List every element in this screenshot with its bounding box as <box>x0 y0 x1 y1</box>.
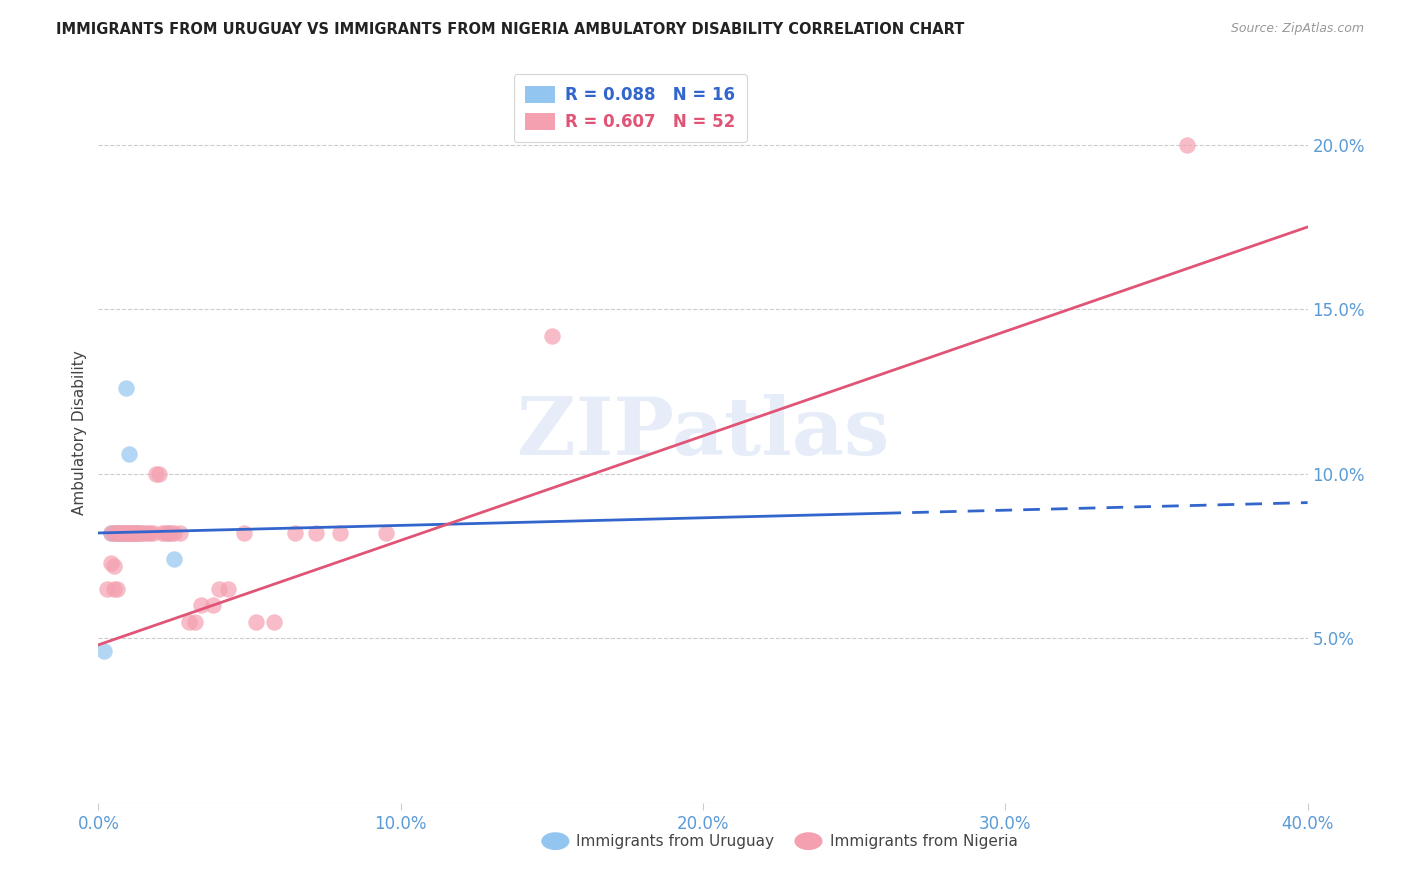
Point <box>105 582 128 596</box>
Point <box>108 526 131 541</box>
Point <box>124 526 146 541</box>
Point <box>100 556 122 570</box>
Point <box>163 552 186 566</box>
Text: ZIPatlas: ZIPatlas <box>517 393 889 472</box>
Point <box>139 526 162 541</box>
Point <box>263 615 285 629</box>
Point <box>114 381 136 395</box>
Point <box>232 526 254 541</box>
Point <box>190 599 212 613</box>
Point <box>184 615 207 629</box>
Text: Immigrants from Uruguay: Immigrants from Uruguay <box>576 834 775 848</box>
Point <box>135 526 157 541</box>
Point <box>208 582 231 596</box>
Point <box>245 615 267 629</box>
Point <box>105 526 128 541</box>
Point <box>217 582 239 596</box>
Point <box>132 526 155 541</box>
Point <box>127 526 149 541</box>
Point <box>202 599 225 613</box>
Point <box>153 526 176 541</box>
Point <box>145 467 167 481</box>
Point <box>96 582 118 596</box>
Point <box>114 526 136 541</box>
Point <box>114 526 136 541</box>
Point <box>148 467 170 481</box>
Point <box>108 526 131 541</box>
Point <box>163 526 186 541</box>
Point <box>160 526 183 541</box>
Point <box>150 526 173 541</box>
Point <box>1175 137 1198 152</box>
Point <box>118 526 141 541</box>
Point <box>540 328 562 343</box>
Point <box>105 526 128 541</box>
Point <box>129 526 152 541</box>
Point <box>105 526 128 541</box>
Point <box>100 526 122 541</box>
Point <box>111 526 134 541</box>
Point <box>127 526 149 541</box>
Point <box>114 526 136 541</box>
Text: IMMIGRANTS FROM URUGUAY VS IMMIGRANTS FROM NIGERIA AMBULATORY DISABILITY CORRELA: IMMIGRANTS FROM URUGUAY VS IMMIGRANTS FR… <box>56 22 965 37</box>
Legend: R = 0.088   N = 16, R = 0.607   N = 52: R = 0.088 N = 16, R = 0.607 N = 52 <box>513 74 747 143</box>
Text: Immigrants from Nigeria: Immigrants from Nigeria <box>830 834 1018 848</box>
Point <box>103 582 125 596</box>
Point <box>108 526 131 541</box>
Point <box>111 526 134 541</box>
Point <box>108 526 131 541</box>
Point <box>329 526 352 541</box>
Point <box>118 526 141 541</box>
Point <box>142 526 165 541</box>
Point <box>156 526 179 541</box>
Point <box>129 526 152 541</box>
Point <box>127 526 149 541</box>
Point <box>118 526 141 541</box>
Point <box>124 526 146 541</box>
Point <box>118 447 141 461</box>
Y-axis label: Ambulatory Disability: Ambulatory Disability <box>72 351 87 515</box>
Point <box>103 526 125 541</box>
Point <box>374 526 396 541</box>
Point <box>111 526 134 541</box>
Point <box>305 526 328 541</box>
Point <box>179 615 201 629</box>
Point <box>156 526 179 541</box>
Point <box>103 558 125 573</box>
Point <box>103 526 125 541</box>
Point <box>284 526 307 541</box>
Point <box>121 526 143 541</box>
Point <box>100 526 122 541</box>
Point <box>121 526 143 541</box>
Text: Source: ZipAtlas.com: Source: ZipAtlas.com <box>1230 22 1364 36</box>
Point <box>121 526 143 541</box>
Point <box>93 644 115 658</box>
Point <box>124 526 146 541</box>
Point <box>169 526 191 541</box>
